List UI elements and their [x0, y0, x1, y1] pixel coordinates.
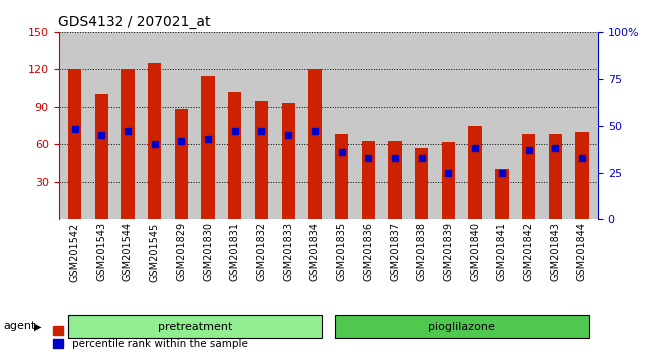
Bar [469, 126, 482, 219]
Bar [175, 109, 188, 219]
Text: ▶: ▶ [34, 321, 42, 331]
Bar [361, 141, 375, 219]
Bar [495, 170, 508, 219]
Bar [415, 148, 428, 219]
Text: pretreatment: pretreatment [157, 321, 232, 332]
Text: agent: agent [3, 321, 36, 331]
Bar [575, 132, 589, 219]
Bar [335, 135, 348, 219]
Bar [549, 135, 562, 219]
Bar [94, 95, 108, 219]
Legend: count, percentile rank within the sample: count, percentile rank within the sample [53, 326, 248, 349]
Bar [388, 141, 402, 219]
Bar [68, 69, 81, 219]
Bar [281, 103, 295, 219]
Bar [202, 76, 214, 219]
Bar [308, 69, 322, 219]
Bar [255, 101, 268, 219]
Text: GDS4132 / 207021_at: GDS4132 / 207021_at [58, 16, 211, 29]
Bar [522, 135, 535, 219]
Bar [442, 142, 455, 219]
Bar [148, 63, 161, 219]
Bar [122, 69, 135, 219]
Bar [228, 92, 241, 219]
Text: pioglilazone: pioglilazone [428, 321, 495, 332]
